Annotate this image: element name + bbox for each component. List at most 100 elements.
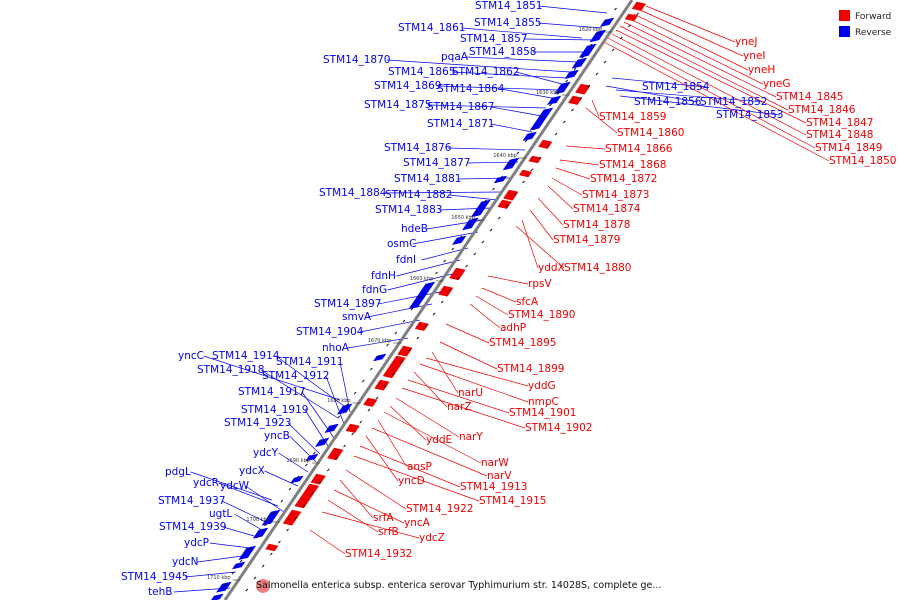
track-marker [603,60,607,64]
track-marker [416,336,420,340]
gene-feature [529,119,546,131]
label-connector [333,489,405,524]
gene-feature [290,475,304,484]
gene-label-reverse: STM14_1912 [262,370,329,382]
gene-feature [624,13,638,22]
label-connector [619,95,781,116]
track-marker [483,199,487,203]
track-marker [261,564,265,568]
label-connector [396,259,461,277]
label-connector [264,470,299,487]
label-connector [339,479,374,519]
gene-label-reverse: ydcY [253,447,279,459]
track-marker [367,408,371,412]
gene-label-reverse: STM14_1939 [159,521,226,533]
gene-label-reverse: hdeB [401,223,428,235]
track-marker [310,492,314,496]
gene-label-reverse: tehB [148,586,172,598]
label-connector [605,85,699,103]
track-marker [451,247,455,251]
gene-label-forward: STM14_1848 [806,129,873,141]
gene-label-reverse: STM14_1917 [238,386,305,398]
gene-label-forward: STM14_1866 [605,143,673,155]
gene-label-forward: STM14_1845 [776,91,843,103]
track-marker [294,516,298,520]
track-marker [514,192,517,196]
gene-features [211,1,647,600]
track-marker [540,115,544,119]
track-marker [587,84,591,88]
track-marker [318,480,322,484]
label-connector [451,71,567,79]
label-connector [419,363,529,403]
track-marker [247,547,251,551]
gene-feature [567,95,583,105]
gene-label-reverse: STM14_1864 [437,83,505,95]
label-connector [359,319,421,333]
track-marker [378,355,381,359]
gene-label-reverse: STM14_1914 [212,350,280,362]
track-marker [345,403,349,407]
track-marker [562,120,566,124]
scale-tick-label: 1640 kbp [493,153,517,159]
gene-feature [554,81,571,95]
label-connector [347,337,409,349]
gene-label-reverse: osmC [387,238,416,250]
label-connector [278,452,309,473]
gene-label-reverse: ugtL [209,508,232,520]
track-marker [497,216,501,220]
track-marker [278,540,281,544]
gene-feature [589,29,607,43]
label-connector [383,411,482,464]
gene-label-forward: STM14_1873 [582,189,649,201]
label-connector [537,22,603,29]
caption-bar: Salmonella enterica subsp. enterica sero… [256,579,661,593]
label-connector [412,231,479,245]
label-connector [359,445,461,488]
gene-label-reverse: STM14_1918 [197,364,264,376]
track-marker [589,43,593,47]
track-marker [245,588,249,592]
label-connector [218,482,279,507]
gene-labels: STM14_1851 STM14_1855 STM14_1857STM14_1858… [121,0,896,598]
gene-feature [252,527,269,539]
label-connector [639,9,744,57]
gene-label-forward: STM14_1932 [345,548,412,560]
track-marker [505,204,509,208]
label-connector [627,17,764,85]
track-marker [370,367,373,371]
track-marker [549,103,552,107]
gene-feature [314,437,330,448]
track-marker [231,571,235,575]
label-connector [353,455,480,502]
gene-label-reverse: STM14_1867 [427,101,494,113]
gene-feature [502,157,520,171]
track-marker [337,415,341,419]
track-marker [302,504,306,508]
track-marker [448,288,452,292]
gene-label-forward: sfcA [516,296,539,308]
gene-label-reverse: STM14_1856 [634,96,702,108]
gene-label-reverse: smvA [342,311,372,323]
gene-label-forward: STM14_1902 [525,422,592,434]
track-marker [481,240,485,244]
label-connector [371,427,488,477]
track-marker [522,180,525,184]
label-connector [623,21,777,98]
track-marker [465,264,468,268]
gene-label-reverse: STM14_1870 [323,54,390,66]
gene-label-forward: STM14_1890 [508,309,575,321]
gene-feature [238,545,257,561]
label-connector [401,387,526,429]
label-connector [448,194,499,201]
legend-forward-label: Forward [855,12,891,22]
track-marker [375,396,379,400]
track-marker [492,187,495,191]
track-marker [343,444,346,448]
track-marker [606,19,609,23]
track-marker [489,228,493,232]
gene-label-reverse: pqaA [441,51,469,63]
track-marker [443,259,446,263]
gene-label-forward: yncA [404,517,431,529]
gene-label-forward: STM14_1913 [460,481,527,493]
